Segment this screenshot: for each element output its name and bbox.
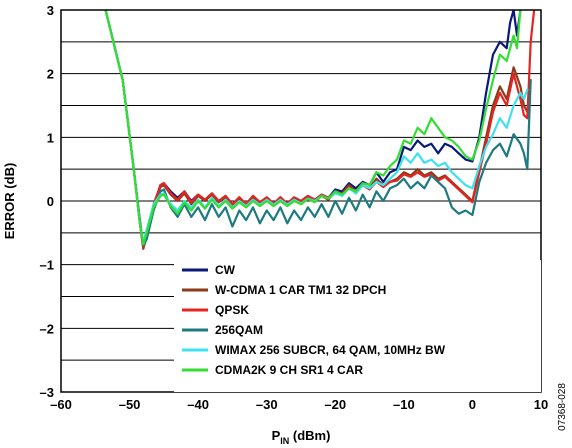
legend-label: WIMAX 256 SUBCR, 64 QAM, 10MHz BW <box>215 343 446 357</box>
legend-box <box>174 260 541 392</box>
x-axis-title-main: P <box>272 428 281 443</box>
x-axis-ticks: –60 –50 –40 –30 –20 –10 0 10 <box>50 397 548 412</box>
x-tick-label: –20 <box>324 397 346 412</box>
y-tick-label: 1 <box>47 130 54 145</box>
x-tick-label: 0 <box>469 397 476 412</box>
legend: CW W-CDMA 1 CAR TM1 32 DPCH QPSK 256QAM WIMA… <box>182 263 446 377</box>
x-tick-label: –50 <box>119 397 141 412</box>
x-tick-label: –60 <box>50 397 72 412</box>
x-axis-title-unit: (dBm) <box>289 428 330 443</box>
legend-label: QPSK <box>215 303 249 317</box>
legend-label: W-CDMA 1 CAR TM1 32 DPCH <box>215 283 386 297</box>
x-tick-label: –10 <box>393 397 415 412</box>
figure-id: 07368-028 <box>557 383 568 431</box>
series-line-3 <box>104 10 532 247</box>
x-tick-label: –40 <box>187 397 209 412</box>
x-tick-label: –30 <box>256 397 278 412</box>
y-tick-label: –3 <box>40 385 54 400</box>
x-tick-label: 10 <box>534 397 548 412</box>
legend-label: CW <box>215 263 236 277</box>
series-layer <box>104 10 536 250</box>
y-tick-label: –1 <box>40 258 54 273</box>
x-axis-title: PIN (dBm) <box>272 428 331 446</box>
legend-label: CDMA2K 9 CH SR1 4 CAR <box>215 363 363 377</box>
y-axis-title: ERROR (dB) <box>2 163 17 240</box>
y-tick-label: 3 <box>47 3 54 18</box>
series-line-5 <box>104 10 522 246</box>
x-axis-title-subscript: IN <box>280 436 289 446</box>
y-axis-ticks: 3 2 1 0 –1 –2 –3 <box>40 3 54 400</box>
y-tick-label: 0 <box>47 194 54 209</box>
y-tick-label: 2 <box>47 67 54 82</box>
legend-label: 256QAM <box>215 323 263 337</box>
y-tick-label: –2 <box>40 321 54 336</box>
